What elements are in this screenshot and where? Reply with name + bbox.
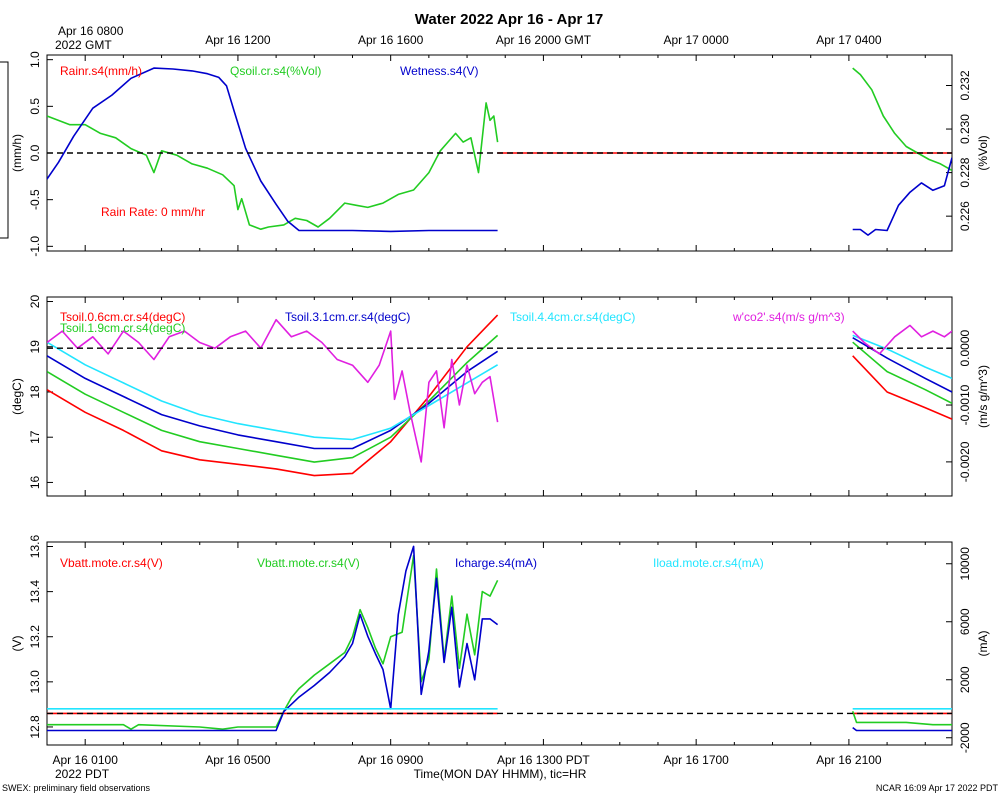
left-axis-tick-label: 13.6 — [28, 535, 42, 559]
right-axis-tick-label: 6000 — [958, 608, 972, 635]
legend-entry: Vbatt.mote.cr.s4(V) — [60, 556, 163, 570]
chart-panels: 1.0 0.5 0.0 -0.5 -1.0 (mm/h) 0.232 0.230 0.228 0.… — [0, 51, 990, 753]
top-axis-tick-label: Apr 16 2000 GMT — [496, 33, 592, 47]
left-axis-tick-label: 18 — [28, 385, 42, 399]
right-axis-label: (%Vol) — [976, 135, 990, 170]
legend-entry: Tsoil.4.4cm.cr.s4(degC) — [510, 310, 635, 324]
footer-right-note: NCAR 16:09 Apr 17 2022 PDT — [876, 783, 999, 793]
top-axis-tick-label: Apr 16 1200 — [205, 33, 271, 47]
series-line-2 — [47, 334, 952, 463]
left-axis-label: (mm/h) — [10, 134, 24, 172]
left-axis-tick-label: 13.0 — [28, 670, 42, 694]
bottom-axis-tick-label: Apr 16 1300 PDT — [497, 753, 590, 767]
left-axis-tick-label: 17 — [28, 430, 42, 444]
left-margin-bracket — [0, 61, 9, 239]
footer-left-note: SWEX: preliminary field observations — [2, 783, 151, 793]
left-axis-tick-label: 0.5 — [28, 98, 42, 115]
series-line-1 — [47, 314, 952, 477]
legend-entry: Iload.mote.cr.s4(mA) — [653, 556, 764, 570]
series-line-2 — [47, 554, 952, 730]
right-axis-tick-label: 2000 — [958, 666, 972, 693]
series-group — [47, 545, 952, 732]
top-axis-tick-labels: Apr 16 1200 Apr 16 1600 Apr 16 2000 GMT Apr… — [205, 33, 882, 47]
chart-panel-1: 1.0 0.5 0.0 -0.5 -1.0 (mm/h) 0.232 0.230 0.228 0.… — [10, 51, 990, 257]
legend-entry: Rainr.s4(mm/h) — [60, 64, 142, 78]
right-axis-tick-label: 0.226 — [958, 201, 972, 231]
left-axis-label: (V) — [10, 636, 24, 652]
right-axis-tick-label: 0.228 — [958, 157, 972, 187]
bottom-axis-year-label: 2022 PDT — [55, 767, 110, 781]
right-axis-tick-label: 0.232 — [958, 70, 972, 100]
legend-entry: Tsoil.0.6cm.cr.s4(degC) — [60, 310, 185, 324]
top-axis-tick-label: Apr 17 0000 — [663, 33, 729, 47]
left-axis-tick-label: 13.4 — [28, 580, 42, 604]
top-axis-first-tick-label-line1: Apr 16 0800 — [58, 24, 124, 38]
top-axis-first-tick-label-line2: 2022 GMT — [55, 38, 112, 52]
left-axis-tick-label: -0.5 — [28, 189, 42, 210]
right-axis-label: (m/s g/m^3) — [976, 365, 990, 428]
bottom-axis-tick-labels: Apr 16 0100 Apr 16 0500 Apr 16 0900 Apr 16 … — [52, 753, 881, 767]
right-axis-tick-label: 0.230 — [958, 114, 972, 144]
series-line-5 — [47, 318, 952, 463]
left-axis-tick-label: 1.0 — [28, 51, 42, 68]
x-axis-label: Time(MON DAY HHMM), tic=HR — [414, 767, 587, 781]
legend-entry: Tsoil.1.9cm.cr.s4(degC) — [60, 321, 185, 335]
top-axis-tick-label: Apr 17 0400 — [816, 33, 882, 47]
left-axis-label: (degC) — [10, 378, 24, 415]
left-axis-tick-label: 16 — [28, 475, 42, 489]
chart-panel-3: 13.6 13.4 13.2 13.0 12.8 (V) 10000 6000 2000 -200… — [10, 535, 990, 754]
left-axis-tick-label: 13.2 — [28, 625, 42, 649]
left-axis-tick-label: -1.0 — [28, 236, 42, 257]
chart-panel-2: 20 19 18 17 16 (degC) 0.0000 -0.0010 -0.0020 (m/s… — [10, 295, 990, 497]
bottom-axis-tick-label: Apr 16 0100 — [52, 753, 118, 767]
plot-frame — [46, 541, 953, 746]
series-line-2 — [47, 67, 952, 230]
right-axis-tick-label: 0.0000 — [958, 329, 972, 366]
right-axis-tick-label: -0.0020 — [958, 441, 972, 482]
right-axis-tick-label: -2000 — [958, 722, 972, 753]
bottom-axis-tick-label: Apr 16 2100 — [816, 753, 882, 767]
bottom-axis-tick-label: Apr 16 0500 — [205, 753, 271, 767]
series-line-3 — [47, 67, 952, 236]
series-line-3 — [47, 545, 952, 732]
right-axis-tick-label: 10000 — [958, 547, 972, 581]
legend-entry: Icharge.s4(mA) — [455, 556, 537, 570]
legend-entry: w'co2'.s4(m/s g/m^3) — [732, 310, 845, 324]
top-axis-tick-label: Apr 16 1600 — [358, 33, 424, 47]
rain-rate-annotation: Rain Rate: 0 mm/hr — [101, 205, 205, 219]
plot-frame — [46, 296, 953, 497]
legend-entry: Vbatt.mote.cr.s4(V) — [257, 556, 360, 570]
series-group — [47, 314, 952, 477]
series-line-3 — [47, 337, 952, 450]
bottom-axis-tick-label: Apr 16 0900 — [358, 753, 424, 767]
right-axis-label: (mA) — [976, 631, 990, 657]
legend-entry: Qsoil.cr.s4(%Vol) — [230, 64, 321, 78]
legend-entry: Wetness.s4(V) — [400, 64, 478, 78]
left-axis-tick-label: 12.8 — [28, 715, 42, 739]
left-axis-tick-label: 0.0 — [28, 144, 42, 161]
bottom-axis-tick-label: Apr 16 1700 — [663, 753, 729, 767]
left-axis-tick-label: 20 — [28, 295, 42, 309]
series-line-4 — [47, 334, 952, 441]
chart-title: Water 2022 Apr 16 - Apr 17 — [415, 11, 603, 28]
left-axis-tick-label: 19 — [28, 340, 42, 354]
right-axis-tick-label: -0.0010 — [958, 384, 972, 425]
legend-entry: Tsoil.3.1cm.cr.s4(degC) — [285, 310, 410, 324]
